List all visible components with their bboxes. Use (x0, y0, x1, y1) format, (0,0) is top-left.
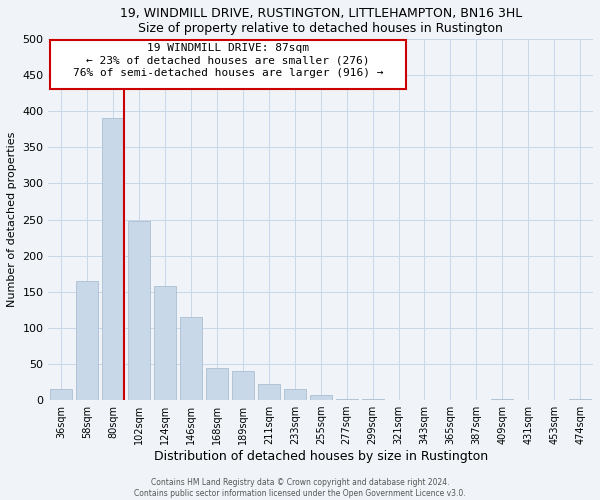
Bar (491, 398, 514, 400)
Bar (102, 118, 124, 400)
Bar (258, 384, 280, 400)
Bar (206, 368, 228, 400)
Bar (154, 286, 176, 400)
Bar (180, 317, 202, 400)
Text: 19 WINDMILL DRIVE: 87sqm: 19 WINDMILL DRIVE: 87sqm (147, 44, 309, 54)
Text: ← 23% of detached houses are smaller (276): ← 23% of detached houses are smaller (27… (86, 56, 370, 66)
Bar (232, 371, 254, 400)
Bar (76, 281, 98, 400)
Bar (569, 398, 591, 400)
Y-axis label: Number of detached properties: Number of detached properties (7, 132, 17, 307)
X-axis label: Distribution of detached houses by size in Rustington: Distribution of detached houses by size … (154, 450, 488, 463)
FancyBboxPatch shape (50, 40, 406, 90)
Bar (284, 388, 306, 400)
Bar (50, 390, 73, 400)
Bar (310, 395, 332, 400)
Bar (335, 398, 358, 400)
Bar (128, 221, 150, 400)
Text: 76% of semi-detached houses are larger (916) →: 76% of semi-detached houses are larger (… (73, 68, 383, 78)
Text: Contains HM Land Registry data © Crown copyright and database right 2024.
Contai: Contains HM Land Registry data © Crown c… (134, 478, 466, 498)
Title: 19, WINDMILL DRIVE, RUSTINGTON, LITTLEHAMPTON, BN16 3HL
Size of property relativ: 19, WINDMILL DRIVE, RUSTINGTON, LITTLEHA… (119, 7, 522, 35)
